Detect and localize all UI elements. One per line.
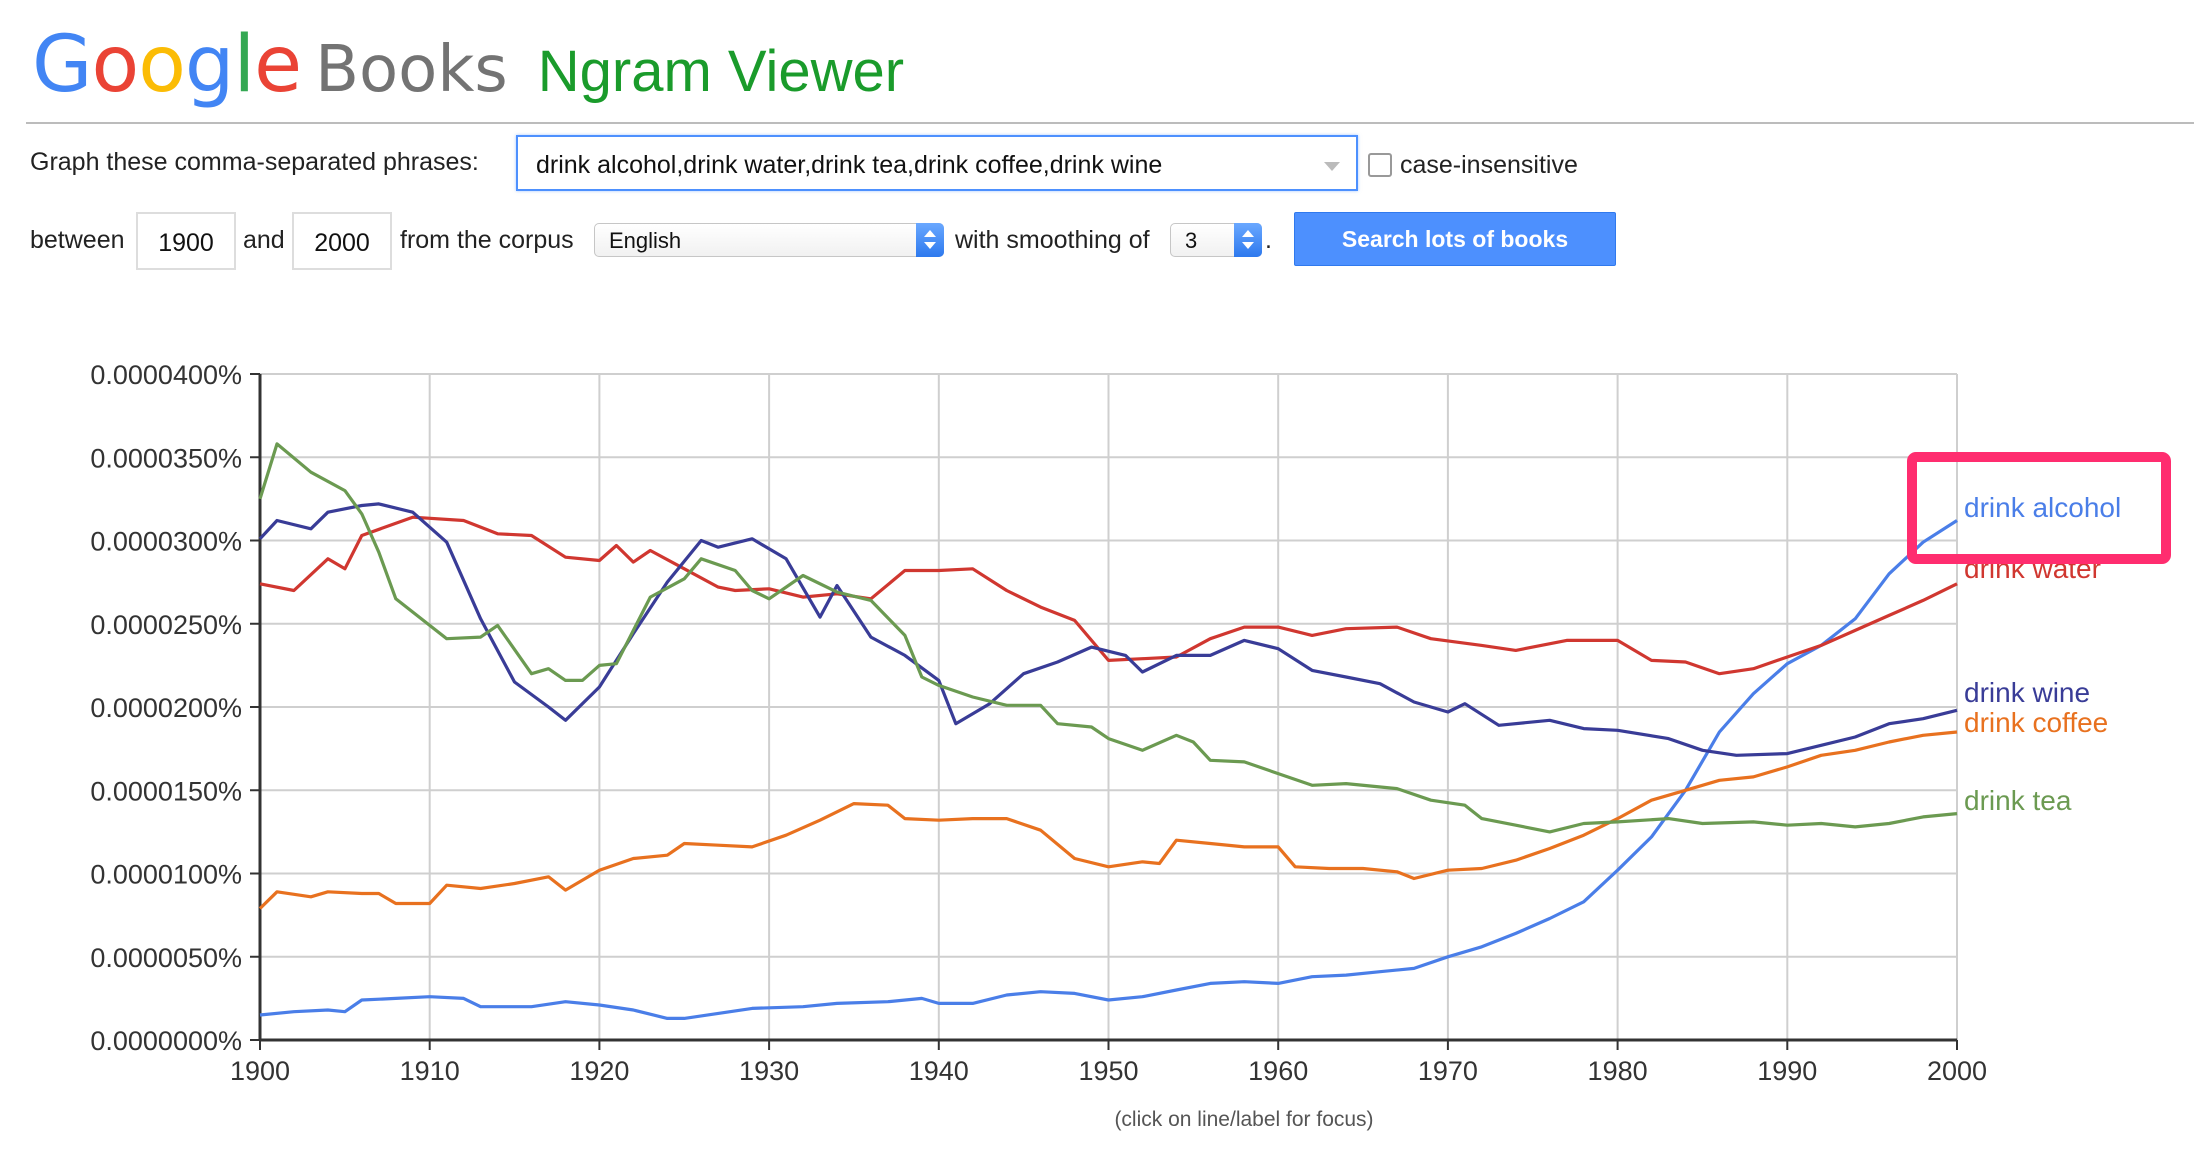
- page-title: Ngram Viewer: [537, 39, 905, 104]
- x-tick-label: 1910: [400, 1056, 460, 1086]
- y-tick-label: 0.0000400%: [90, 360, 242, 390]
- series-label-drink-alcohol[interactable]: drink alcohol: [1964, 492, 2121, 523]
- series-label-drink-tea[interactable]: drink tea: [1964, 785, 2072, 816]
- x-tick-label: 2000: [1927, 1056, 1987, 1086]
- series-label-drink-coffee[interactable]: drink coffee: [1964, 707, 2108, 738]
- smoothing-stepper-icon[interactable]: [1234, 223, 1262, 257]
- y-tick-label: 0.0000050%: [90, 943, 242, 973]
- corpus-label: from the corpus: [400, 226, 574, 254]
- google-books-logo[interactable]: Google Books Ngram Viewer: [32, 20, 904, 130]
- google-letter: l: [233, 20, 255, 110]
- y-tick-label: 0.0000350%: [90, 443, 242, 473]
- corpus-stepper-icon[interactable]: [916, 223, 944, 257]
- year-end-value: 2000: [314, 229, 370, 257]
- x-tick-label: 1960: [1248, 1056, 1308, 1086]
- series-line-drink-wine[interactable]: [258, 502, 1958, 757]
- year-start-value: 1900: [158, 229, 214, 257]
- smoothing-select-value: 3: [1185, 228, 1198, 253]
- chart-hint: (click on line/label for focus): [1114, 1108, 1374, 1131]
- chart-series[interactable]: [258, 442, 1958, 1020]
- y-tick-label: 0.0000100%: [90, 860, 242, 890]
- google-letter: o: [138, 20, 186, 110]
- y-tick-label: 0.0000200%: [90, 693, 242, 723]
- x-tick-label: 1940: [909, 1056, 969, 1086]
- y-tick-label: 0.0000000%: [90, 1026, 242, 1056]
- google-letter: g: [184, 20, 235, 110]
- series-line-drink-alcohol[interactable]: [259, 519, 1958, 1020]
- y-tick-label: 0.0000250%: [90, 610, 242, 640]
- highlight-box: [1907, 452, 2171, 564]
- and-label: and: [243, 226, 285, 254]
- google-letter: e: [254, 20, 302, 110]
- chart-axes: 0.0000000% 0.0000050% 0.0000100% 0.0000150%…: [90, 360, 1987, 1086]
- google-letter: G: [32, 20, 92, 110]
- books-wordmark: Books: [315, 33, 508, 107]
- corpus-select[interactable]: English: [594, 223, 944, 257]
- x-tick-label: 1900: [230, 1056, 290, 1086]
- x-tick-label: 1990: [1757, 1056, 1817, 1086]
- phrases-dropdown-arrow-icon[interactable]: [1324, 162, 1340, 171]
- year-start-input[interactable]: 1900: [136, 212, 236, 270]
- period-text: .: [1265, 226, 1272, 254]
- y-tick-label: 0.0000300%: [90, 527, 242, 557]
- x-tick-label: 1980: [1588, 1056, 1648, 1086]
- google-wordmark: Google: [32, 20, 302, 110]
- year-end-input[interactable]: 2000: [292, 212, 392, 270]
- y-tick-label: 0.0000150%: [90, 776, 242, 806]
- case-insensitive-checkbox[interactable]: [1368, 153, 1392, 177]
- phrases-input[interactable]: drink alcohol,drink water,drink tea,drin…: [516, 135, 1358, 191]
- search-button[interactable]: Search lots of books: [1294, 212, 1616, 266]
- corpus-select-value: English: [609, 228, 682, 253]
- x-tick-label: 1930: [739, 1056, 799, 1086]
- phrases-label: Graph these comma-separated phrases:: [30, 148, 479, 176]
- smoothing-label: with smoothing of: [955, 226, 1150, 254]
- x-tick-label: 1950: [1078, 1056, 1138, 1086]
- series-line-drink-tea[interactable]: [258, 442, 1958, 834]
- phrases-input-value: drink alcohol,drink water,drink tea,drin…: [536, 151, 1163, 179]
- series-line-drink-water[interactable]: [259, 515, 1958, 676]
- google-letter: o: [91, 20, 139, 110]
- series-line-drink-coffee[interactable]: [258, 730, 1958, 910]
- x-tick-label: 1970: [1418, 1056, 1478, 1086]
- header-divider: [26, 122, 2194, 124]
- case-insensitive-label: case-insensitive: [1400, 151, 1578, 179]
- series-label-drink-wine[interactable]: drink wine: [1964, 677, 2090, 708]
- x-tick-label: 1920: [569, 1056, 629, 1086]
- smoothing-select[interactable]: 3: [1170, 223, 1262, 257]
- between-label: between: [30, 226, 125, 254]
- chart-grid: [260, 373, 1958, 1040]
